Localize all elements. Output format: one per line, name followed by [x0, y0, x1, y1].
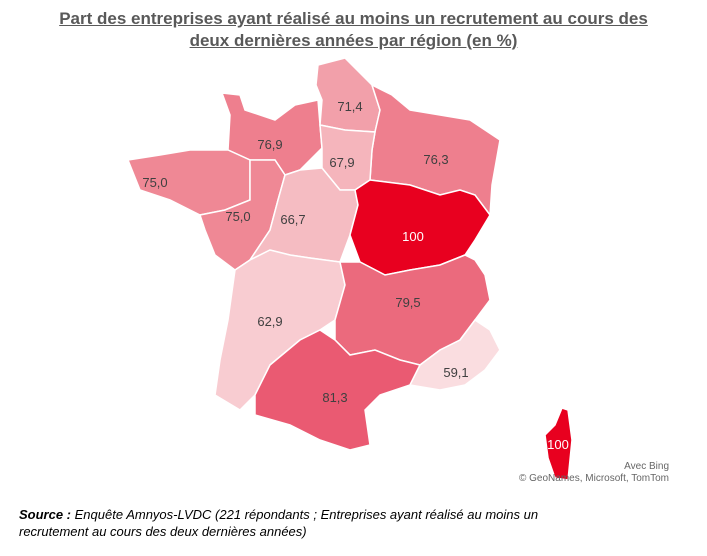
map-region: 59,1	[408, 318, 501, 391]
region-value-label: 75,0	[142, 175, 167, 190]
region-value-label: 79,5	[395, 295, 420, 310]
source-text: Enquête Amnyos-LVDC (221 répondants ; En…	[19, 507, 539, 539]
region-value-label: 75,0	[225, 209, 250, 224]
title-line-2: deux dernières années par région (en %)	[189, 31, 518, 50]
source-note: Source : Enquête Amnyos-LVDC (221 répond…	[19, 506, 579, 540]
region-value-label: 100	[402, 229, 424, 244]
region-value-label: 71,4	[337, 99, 362, 114]
region-shape	[544, 407, 573, 481]
title-line-1: Part des entreprises ayant réalisé au mo…	[59, 9, 648, 28]
attribution-bing: Avec Bing	[624, 461, 669, 472]
map-region: 81,3	[254, 329, 422, 451]
map-region: 75,0	[126, 149, 251, 216]
region-value-label: 59,1	[443, 365, 468, 380]
region-shape	[408, 318, 501, 391]
map-region: 71,4	[315, 57, 381, 133]
region-value-label: 100	[547, 437, 569, 452]
region-value-label: 76,9	[257, 137, 282, 152]
map-region: 67,9	[319, 124, 376, 191]
region-value-label: 67,9	[329, 155, 354, 170]
region-value-label: 81,3	[322, 390, 347, 405]
map-attribution: Avec Bing © GeoNames, Microsoft, TomTom	[519, 461, 669, 485]
region-value-label: 62,9	[257, 314, 282, 329]
region-value-label: 76,3	[423, 152, 448, 167]
map-region: 100	[544, 407, 573, 481]
chart-title: Part des entreprises ayant réalisé au mo…	[0, 8, 707, 52]
attribution-providers: © GeoNames, Microsoft, TomTom	[519, 473, 669, 484]
region-value-label: 66,7	[280, 212, 305, 227]
source-label: Source :	[19, 507, 72, 522]
region-shape	[254, 329, 422, 451]
region-shape	[315, 57, 381, 133]
